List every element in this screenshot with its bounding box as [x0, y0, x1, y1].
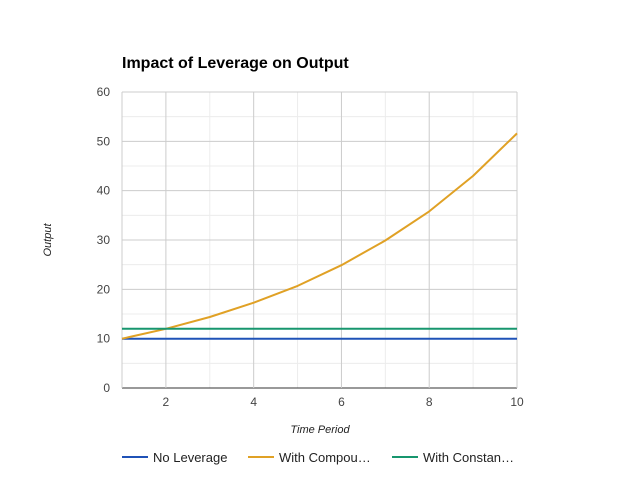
x-tick-label: 8: [426, 395, 433, 409]
y-tick-label: 60: [97, 85, 111, 99]
y-tick-label: 40: [97, 184, 111, 198]
y-axis-label: Output: [42, 223, 54, 257]
y-tick-label: 20: [97, 282, 111, 296]
x-tick-label: 10: [510, 395, 524, 409]
x-tick-label: 6: [338, 395, 345, 409]
legend-item-label: No Leverage: [153, 450, 227, 465]
chart-title: Impact of Leverage on Output: [122, 55, 349, 72]
y-tick-label: 0: [103, 381, 110, 395]
series-line-2: [121, 132, 518, 340]
y-tick-label: 30: [97, 233, 111, 247]
tick-labels: 0 10 20 30 40 50 60 2 4 6 8 10: [97, 85, 524, 409]
legend-item-label: With Compou…: [279, 450, 371, 465]
y-tick-label: 10: [97, 332, 111, 346]
legend: No Leverage With Compou… With Constan…: [122, 450, 514, 465]
series-lines: [121, 132, 518, 340]
y-tick-label: 50: [97, 134, 111, 148]
gridlines: [121, 91, 518, 389]
x-axis-label: Time Period: [290, 424, 350, 436]
legend-item-label: With Constan…: [423, 450, 514, 465]
x-tick-label: 4: [250, 395, 257, 409]
x-tick-label: 2: [163, 395, 170, 409]
